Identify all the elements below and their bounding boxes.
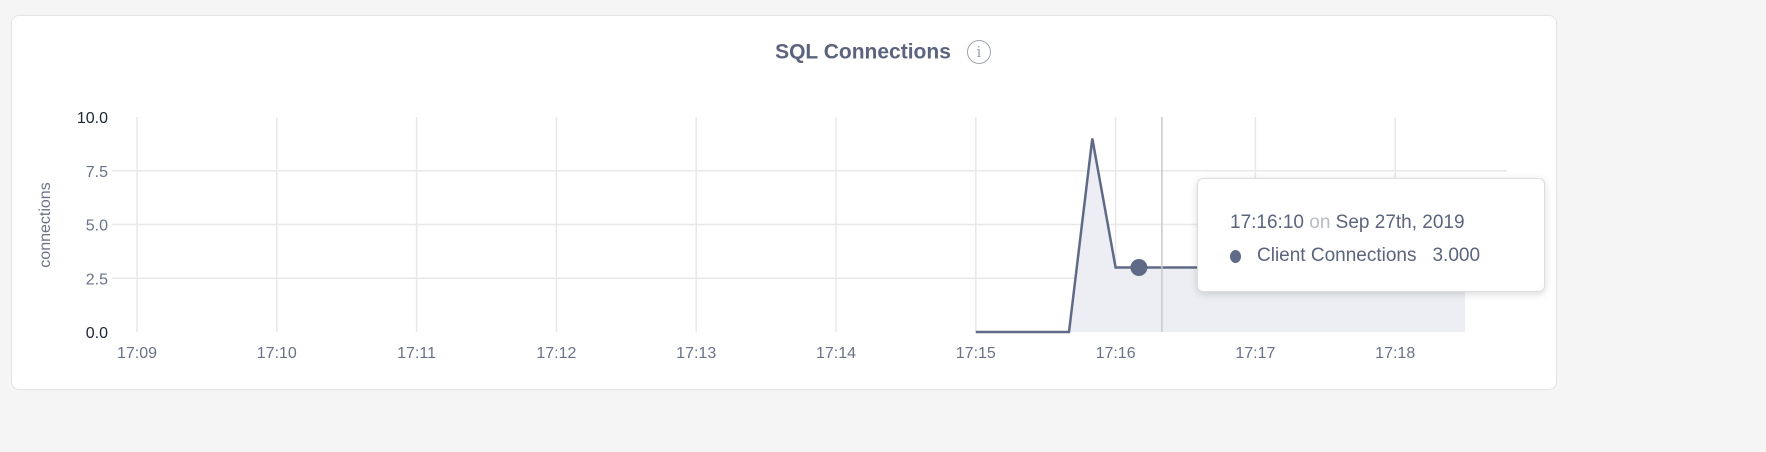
tooltip-series-name: Client Connections	[1257, 245, 1417, 266]
tooltip-value: 3.000	[1432, 245, 1481, 266]
y-tick-label: 10.0	[77, 110, 108, 127]
chart-title: SQL Connections	[775, 40, 951, 64]
x-tick-label: 17:15	[956, 345, 996, 362]
y-tick-label: 7.5	[86, 164, 108, 181]
x-tick-label: 17:11	[397, 345, 436, 362]
x-tick-label: 17:09	[117, 345, 157, 362]
x-tick-label: 17:13	[676, 345, 716, 362]
x-tick-label: 17:16	[1096, 345, 1136, 362]
hover-point	[1130, 259, 1148, 276]
tooltip-time: 17:16:10	[1230, 212, 1304, 233]
tooltip-on: on	[1309, 212, 1331, 233]
x-tick-label: 17:12	[536, 345, 576, 362]
chart-tooltip: 17:16:10 on Sep 27th, 2019 Client Connec…	[1197, 178, 1545, 292]
chart-title-bar: SQL Connections i	[0, 40, 1766, 65]
y-tick-label: 0.0	[86, 325, 108, 342]
y-tick-label: 2.5	[86, 271, 108, 288]
x-tick-label: 17:10	[257, 345, 297, 362]
y-tick-label: 5.0	[86, 218, 108, 235]
y-axis-label: connections	[37, 182, 54, 267]
x-tick-label: 17:17	[1235, 345, 1275, 362]
info-circle-icon[interactable]: i	[966, 40, 991, 65]
x-tick-label: 17:18	[1375, 345, 1415, 362]
x-tick-label: 17:14	[816, 345, 856, 362]
series-dot-icon	[1230, 249, 1241, 263]
tooltip-date: Sep 27th, 2019	[1335, 212, 1465, 233]
